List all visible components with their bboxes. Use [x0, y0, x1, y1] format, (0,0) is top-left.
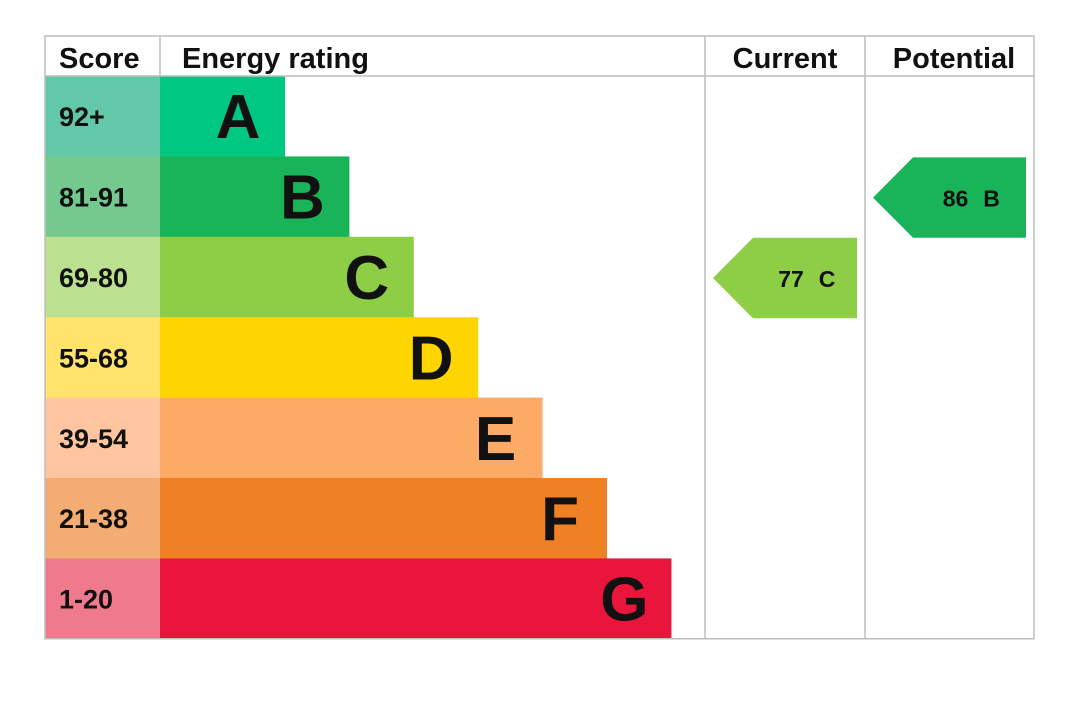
band-bar-e: [160, 397, 543, 479]
score-range-a: 92+: [59, 102, 105, 132]
band-letter-c: C: [344, 244, 389, 313]
header-score: Score: [59, 43, 140, 75]
current-rating-arrow: [713, 237, 857, 319]
score-range-d: 55-68: [59, 343, 128, 373]
band-letter-b: B: [280, 164, 325, 233]
potential-rating-arrow: [873, 157, 1026, 238]
potential-rating-value: 86: [943, 186, 969, 212]
band-letter-f: F: [541, 485, 579, 554]
score-cell-g: [45, 558, 160, 640]
score-range-c: 69-80: [59, 263, 128, 293]
score-range-b: 81-91: [59, 183, 128, 213]
band-bar-c: [160, 236, 414, 318]
grid-layer: [44, 35, 1035, 640]
score-cell-c: [45, 236, 160, 318]
score-cell-b: [45, 156, 160, 238]
arrow-layer: 77 C 86 B: [713, 157, 1026, 319]
band-letter-d: D: [409, 324, 454, 393]
band-bar-f: [160, 478, 607, 559]
score-range-e: 39-54: [59, 424, 128, 454]
score-cell-f: [45, 478, 160, 559]
header-layer: Score Energy rating Current Potential: [59, 43, 1015, 75]
header-potential: Potential: [893, 43, 1015, 75]
score-range-f: 21-38: [59, 504, 128, 534]
band-bar-g: [160, 558, 672, 640]
score-range-g: 1-20: [59, 585, 113, 615]
score-cell-e: [45, 397, 160, 479]
bands-layer: 92+ A 81-91 B 69-80 C 55-68 D 39-54 E 21-38 F 1-20 G: [45, 76, 672, 640]
band-letter-a: A: [216, 83, 261, 152]
score-cell-d: [45, 317, 160, 399]
band-bar-d: [160, 317, 479, 399]
potential-rating-letter: B: [983, 186, 1000, 212]
score-cell-a: [45, 76, 160, 157]
band-bar-b: [160, 156, 350, 238]
current-rating-value: 77: [778, 266, 804, 292]
header-energy-rating: Energy rating: [182, 43, 369, 75]
current-rating-letter: C: [819, 266, 836, 292]
band-letter-g: G: [600, 566, 648, 635]
band-letter-e: E: [475, 405, 516, 474]
band-bar-a: [160, 76, 285, 157]
header-current: Current: [733, 43, 838, 75]
